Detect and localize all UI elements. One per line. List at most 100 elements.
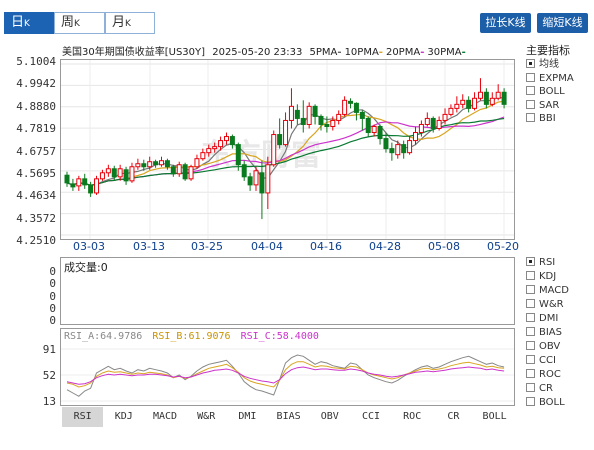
checkbox[interactable]	[526, 271, 535, 280]
bottom-tab-cci[interactable]: CCI	[361, 411, 381, 422]
checkbox[interactable]	[526, 72, 535, 82]
sub-indicator-rsi[interactable]: RSI	[526, 256, 555, 269]
bottom-tab-macd[interactable]: MACD	[152, 411, 178, 422]
ma-legend-swatch: -	[461, 47, 466, 58]
candle-body	[472, 97, 478, 109]
tab-monthly-k[interactable]: 月K	[105, 12, 155, 34]
candle-body	[501, 91, 507, 105]
candle-body	[235, 144, 241, 166]
checkbox[interactable]	[526, 369, 535, 378]
sub-indicator-cr[interactable]: CR	[526, 382, 553, 395]
checkbox[interactable]	[526, 383, 535, 392]
sub-indicator-obv[interactable]: OBV	[526, 340, 560, 353]
checkbox[interactable]	[526, 86, 535, 95]
candle-body	[188, 166, 194, 180]
main-indicator-sar[interactable]: SAR	[526, 99, 559, 112]
main-indicator-bbi[interactable]: BBI	[526, 112, 556, 125]
bottom-tab-wr[interactable]: W&R	[197, 411, 216, 422]
date-tick-label: 04-16	[310, 240, 342, 253]
indicator-label: CCI	[539, 355, 556, 366]
bottom-tab-roc[interactable]: ROC	[403, 411, 422, 422]
rsi-c-value: 58.4000	[276, 331, 319, 342]
rsi-c-line	[66, 366, 505, 385]
volume-tick-label: 0	[49, 301, 56, 315]
candle-body	[477, 91, 483, 99]
sub-indicator-bias[interactable]: BIAS	[526, 326, 562, 339]
ma10-line	[66, 100, 505, 186]
main-indicator-boll[interactable]: BOLL	[526, 85, 565, 98]
ma-legend-label: 10PMA	[344, 47, 379, 58]
stretch-k-button[interactable]: 拉长K线	[480, 13, 531, 33]
checkbox[interactable]	[526, 327, 535, 336]
volume-tick-label: 0	[49, 265, 56, 278]
candle-body	[176, 164, 182, 175]
candle-body	[306, 105, 312, 125]
sub-indicator-boll[interactable]: BOLL	[526, 396, 565, 409]
rsi-chart	[61, 348, 514, 402]
checkbox[interactable]	[526, 59, 535, 68]
sub-indicator-kdj[interactable]: KDJ	[526, 270, 556, 283]
candle-body	[247, 176, 253, 186]
sub-indicator-dmi[interactable]: DMI	[526, 312, 558, 325]
main-indicator-expma[interactable]: EXPMA	[526, 72, 574, 85]
sub-indicator-wr[interactable]: W&R	[526, 298, 564, 311]
candle-body	[218, 140, 224, 148]
candle-body	[407, 140, 413, 154]
ma-legend-swatch: -	[420, 47, 425, 58]
indicator-label: OBV	[539, 341, 561, 352]
candle-body	[141, 163, 147, 168]
candle-body	[194, 158, 200, 168]
checkbox[interactable]	[526, 285, 535, 294]
indicator-label: ROC	[539, 369, 561, 380]
bottom-tab-obv[interactable]: OBV	[320, 411, 339, 422]
price-tick-label: 4.7819	[16, 122, 56, 136]
main-indicator-均线[interactable]: 均线	[526, 58, 559, 71]
indicator-label: EXPMA	[539, 72, 574, 84]
tab-daily-label: 日	[11, 15, 25, 30]
candle-body	[365, 117, 371, 134]
bottom-tab-kdj[interactable]: KDJ	[114, 411, 133, 422]
candle-body	[300, 117, 306, 125]
candle-body	[99, 172, 105, 180]
candle-body	[448, 107, 454, 115]
candle-body	[336, 113, 342, 121]
checkbox[interactable]	[526, 313, 535, 322]
candle-body	[460, 99, 466, 105]
ma-legend-item: 30PMA-	[427, 47, 465, 58]
bottom-tab-dmi[interactable]: DMI	[238, 411, 257, 422]
price-tick-label: 4.2510	[16, 234, 56, 248]
candle-body	[76, 178, 82, 187]
bottom-tab-bias[interactable]: BIAS	[276, 411, 301, 422]
candle-body	[294, 109, 300, 119]
tab-daily-k[interactable]: 日K	[4, 12, 54, 34]
sub-indicator-macd[interactable]: MACD	[526, 284, 569, 297]
candle-body	[495, 91, 501, 99]
candlestick-chart: 东方财富	[61, 60, 514, 239]
candle-body	[105, 168, 111, 174]
checkbox[interactable]	[526, 113, 535, 122]
checkbox[interactable]	[526, 99, 535, 109]
rsi-b-label: RSI_B:	[152, 331, 189, 342]
sub-indicator-cci[interactable]: CCI	[526, 354, 556, 367]
candle-body	[64, 174, 70, 184]
bottom-tab-cr[interactable]: CR	[447, 411, 460, 422]
bottom-tab-rsi[interactable]: RSI	[62, 407, 104, 427]
date-tick-label: 03-25	[191, 240, 223, 253]
sub-indicator-roc[interactable]: ROC	[526, 368, 561, 381]
candle-body	[206, 148, 212, 154]
checkbox[interactable]	[526, 299, 535, 308]
bottom-tab-boll[interactable]: BOLL	[482, 411, 507, 422]
tab-weekly-k[interactable]: 周K	[54, 12, 105, 34]
shrink-k-button[interactable]: 缩短K线	[537, 13, 588, 33]
main-indicators-title: 主要指标	[526, 44, 570, 57]
date-tick-label: 04-04	[251, 240, 283, 253]
candle-body	[212, 146, 218, 150]
checkbox[interactable]	[526, 397, 535, 406]
checkbox[interactable]	[526, 355, 535, 364]
candle-body	[401, 144, 407, 154]
indicator-label: W&R	[539, 299, 564, 310]
checkbox[interactable]	[526, 257, 535, 266]
candle-body	[277, 134, 283, 146]
checkbox[interactable]	[526, 341, 535, 350]
indicator-label: BOLL	[539, 86, 565, 97]
